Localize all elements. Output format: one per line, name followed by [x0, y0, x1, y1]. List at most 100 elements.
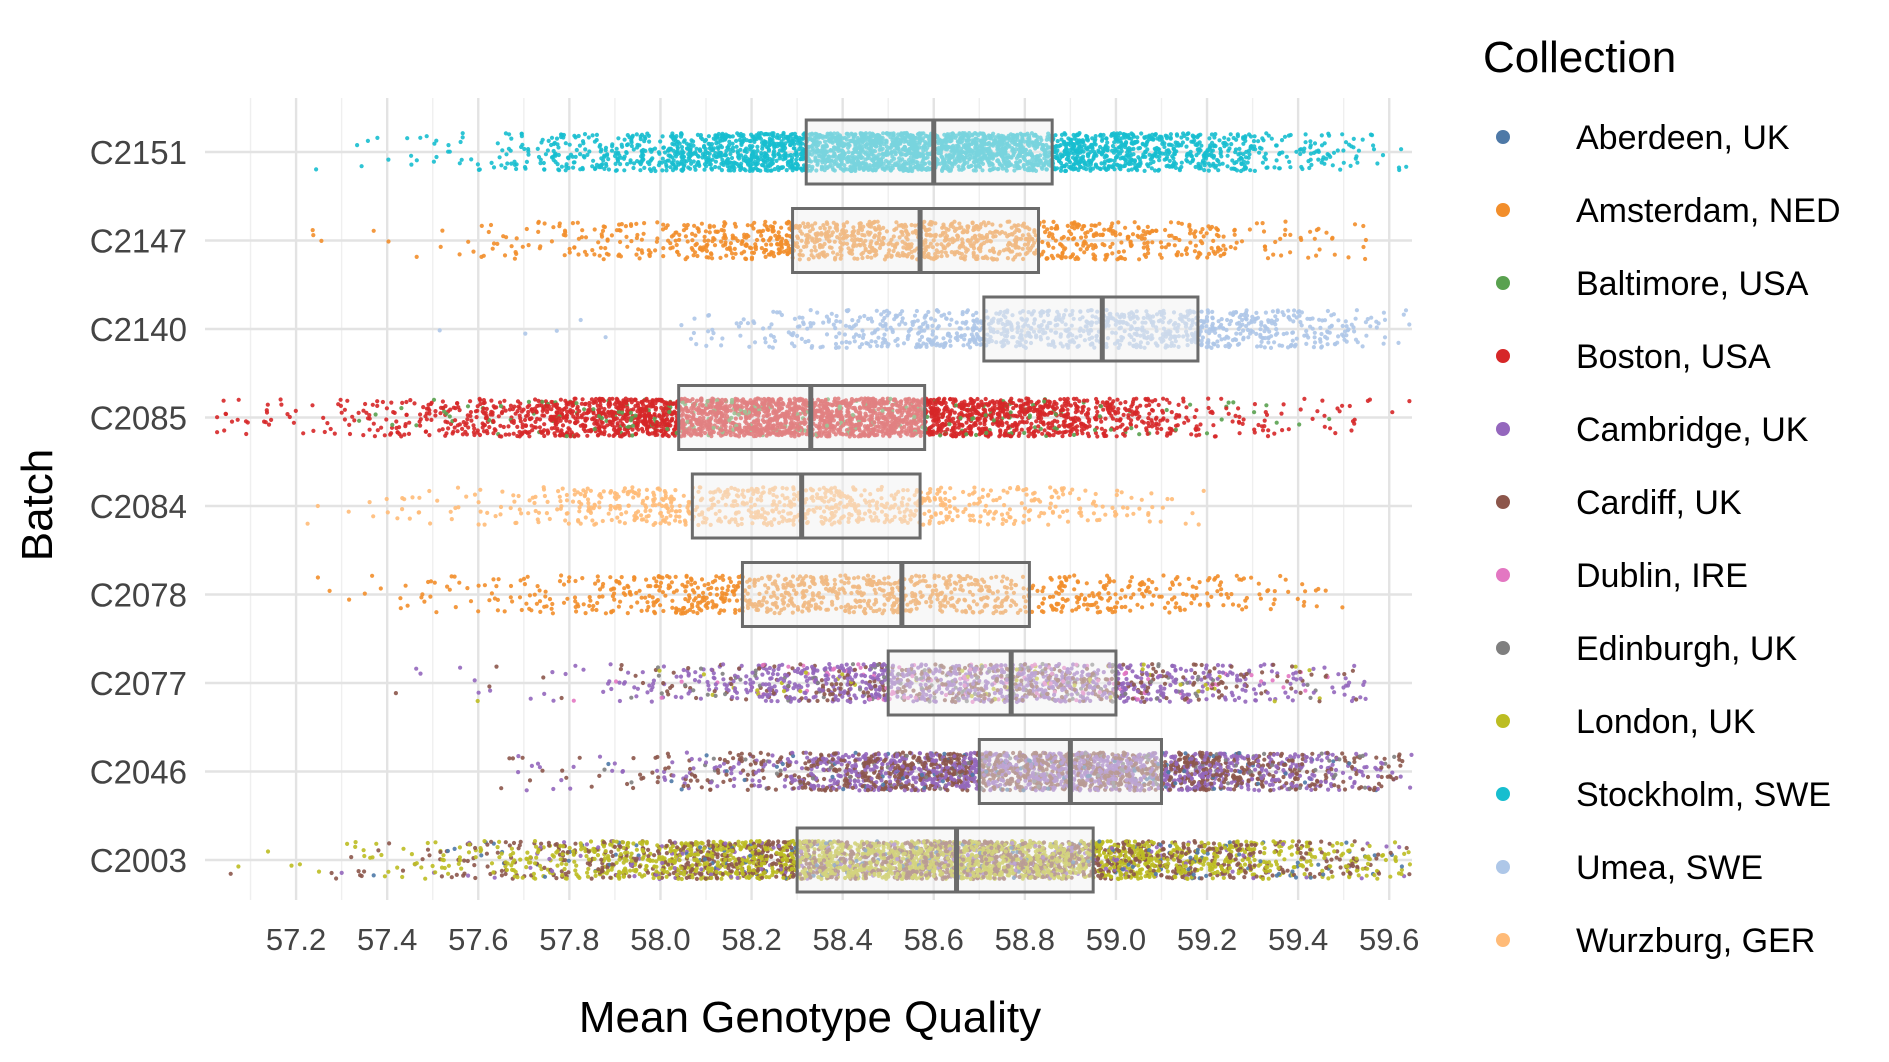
data-point: [1123, 142, 1128, 148]
data-point: [1085, 163, 1090, 168]
data-point: [1073, 256, 1078, 262]
data-point: [582, 249, 588, 254]
data-point: [619, 142, 624, 147]
data-point: [1199, 309, 1204, 314]
data-point: [1216, 246, 1221, 251]
data-point: [1363, 256, 1368, 262]
data-point: [1234, 137, 1239, 142]
data-point: [661, 145, 667, 150]
data-point: [1221, 141, 1226, 146]
data-point: [779, 239, 784, 244]
data-point: [629, 223, 634, 228]
data-point: [576, 236, 582, 241]
data-point: [1198, 166, 1203, 171]
data-point: [642, 165, 647, 170]
data-point: [693, 233, 698, 238]
data-point: [733, 251, 738, 256]
data-point: [1336, 334, 1341, 339]
data-point: [1318, 325, 1323, 330]
data-point: [1258, 344, 1263, 349]
data-point: [771, 309, 776, 314]
data-point: [714, 141, 719, 146]
data-point: [915, 318, 920, 323]
data-point: [545, 148, 551, 153]
data-point: [1142, 252, 1147, 257]
data-point: [1240, 322, 1245, 327]
data-point: [1155, 136, 1160, 141]
data-point: [1231, 166, 1236, 171]
data-point: [735, 131, 740, 136]
data-point: [1188, 149, 1193, 154]
data-point: [1273, 239, 1278, 245]
data-point: [884, 327, 889, 332]
data-point: [497, 155, 502, 160]
data-point: [728, 241, 734, 246]
data-point: [708, 251, 714, 256]
data-point: [837, 331, 842, 336]
data-point: [1082, 239, 1087, 244]
data-point: [716, 146, 721, 151]
data-point: [1053, 133, 1058, 138]
data-point: [1360, 137, 1365, 142]
data-point: [1228, 132, 1233, 137]
data-point: [438, 244, 443, 249]
data-point: [681, 164, 687, 169]
data-point: [1332, 252, 1337, 257]
data-point: [414, 254, 419, 259]
data-point: [738, 333, 743, 338]
data-point: [1137, 257, 1142, 262]
data-point: [586, 135, 591, 140]
data-point: [1282, 134, 1288, 139]
data-point: [1371, 147, 1377, 152]
data-point: [695, 253, 700, 259]
data-point: [405, 136, 410, 141]
data-point: [1245, 160, 1250, 165]
data-point: [719, 145, 725, 150]
data-point: [739, 142, 744, 147]
data-point: [771, 254, 777, 259]
data-point: [670, 141, 675, 146]
data-point: [1097, 221, 1102, 226]
data-point: [1288, 232, 1293, 237]
data-point: [1105, 140, 1110, 145]
data-point: [592, 252, 597, 257]
data-point: [699, 221, 705, 226]
data-point: [1260, 221, 1265, 226]
data-point: [1340, 132, 1345, 137]
data-point: [1070, 252, 1076, 257]
data-point: [779, 225, 784, 230]
data-point: [1325, 330, 1330, 335]
data-point: [732, 246, 737, 251]
data-point: [549, 239, 555, 244]
data-point: [638, 168, 643, 173]
data-point: [776, 235, 781, 240]
data-point: [1319, 143, 1325, 148]
data-point: [598, 245, 604, 250]
data-point: [778, 166, 783, 171]
data-point: [1131, 146, 1136, 151]
data-point: [688, 166, 693, 171]
data-point: [655, 220, 660, 225]
data-point: [1136, 226, 1141, 231]
data-point: [1211, 144, 1216, 149]
data-point: [706, 313, 711, 318]
data-point: [1170, 164, 1175, 169]
data-point: [674, 141, 679, 146]
data-point: [554, 136, 560, 141]
data-point: [572, 245, 577, 250]
data-point: [1081, 243, 1086, 248]
data-point: [1150, 240, 1155, 245]
data-point: [1230, 158, 1235, 163]
data-point: [1325, 308, 1330, 314]
data-point: [1191, 157, 1196, 162]
data-point: [572, 160, 577, 165]
data-point: [537, 246, 542, 251]
data-point: [724, 253, 729, 258]
data-point: [873, 339, 878, 344]
data-point: [1040, 239, 1045, 245]
data-point: [784, 168, 789, 173]
data-point: [680, 154, 685, 159]
data-point: [1182, 133, 1187, 138]
data-point: [664, 162, 669, 167]
data-point: [747, 144, 753, 149]
